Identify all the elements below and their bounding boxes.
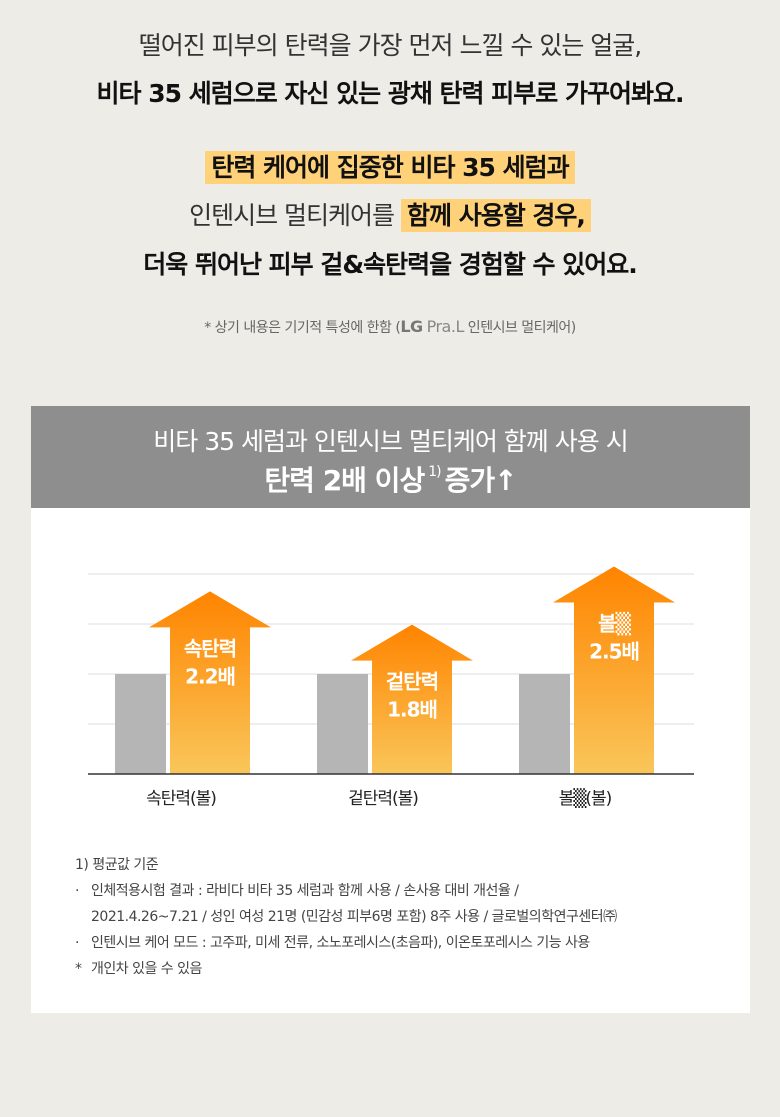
data-label-name: 속탄력 [184,636,236,660]
baseline-bar [519,674,570,774]
footnote-4-text: 개인차 있을 수 있음 [91,961,202,977]
footnote-marker: 1) [428,464,441,480]
highlight-text: 탄력 케어에 집중한 비타 35 세럼과 [205,151,575,184]
bullet: · [75,935,79,951]
footnotes: 1) 평균값 기준 · 인체적용시험 결과 : 라비다 비타 35 세럼과 함께 … [75,852,617,982]
data-label-value: 2.5배 [589,640,639,664]
x-tick-label: 볼▒(볼) [559,788,612,809]
bullet: · [75,883,79,899]
disclaimer-note: * 상기 내용은 기기적 특성에 한함 (LG Pra.L 인텐시브 멀티케어) [0,317,780,337]
star: * [75,961,82,977]
data-label-value: 2.2배 [185,664,235,688]
lg-logo: LG [400,317,423,336]
footnote-4: * 개인차 있을 수 있음 [75,956,617,982]
data-label-name: 볼▒ [598,612,631,636]
intro-line-4: 인텐시브 멀티케어를 함께 사용할 경우, [0,196,780,232]
baseline-bar [115,674,166,774]
intro-line-1: 떨어진 피부의 탄력을 가장 먼저 느낄 수 있는 얼굴, [138,31,643,60]
card-subtitle: 탄력 2배 이상 1) 증가↑ [31,459,750,499]
result-card: 비타 35 세럼과 인텐시브 멀티케어 함께 사용 시 탄력 2배 이상 1) 증가… [31,406,750,1013]
increase-arrow-bar [149,591,271,774]
data-label-value: 1.8배 [387,698,437,722]
note-suffix: 인텐시브 멀티케어) [463,320,576,336]
intro-line-4-plain: 인텐시브 멀티케어를 [189,201,395,230]
card-title: 비타 35 세럼과 인텐시브 멀티케어 함께 사용 시 [153,427,628,456]
intro-line-5: 더욱 뛰어난 피부 겉&속탄력을 경험할 수 있어요. [143,250,638,279]
intro-line-2: 비타 35 세럼으로 자신 있는 광채 탄력 피부로 가꾸어봐요. [96,79,685,108]
baseline-bar [317,674,368,774]
note-prefix: * 상기 내용은 기기적 특성에 한함 ( [204,320,401,336]
pral-logo: Pra.L [426,317,465,336]
card-header: 비타 35 세럼과 인텐시브 멀티케어 함께 사용 시 탄력 2배 이상 1) 증가… [31,406,750,508]
increase-arrow-bar [351,624,473,774]
card-subtitle-tail: 증가↑ [444,464,518,497]
data-label-name: 겉탄력 [386,670,438,694]
card-subtitle-main: 탄력 2배 이상 [264,464,425,497]
intro-line-3: 탄력 케어에 집중한 비타 35 세럼과 [0,148,780,184]
x-tick-label: 겉탄력(볼) [348,789,418,809]
footnote-3: · 인텐시브 케어 모드 : 고주파, 미세 전류, 소노포레시스(초음파), 이… [75,930,617,956]
increase-arrow-bar [553,566,675,774]
highlight-text: 함께 사용할 경우, [401,199,591,232]
footnote-2b: 2021.4.26~7.21 / 성인 여성 21명 (민감성 피부6명 포함)… [91,909,617,925]
footnote-3-text: 인텐시브 케어 모드 : 고주파, 미세 전류, 소노포레시스(초음파), 이온… [91,935,590,951]
footnote-1: 1) 평균값 기준 [75,857,159,873]
x-tick-label: 속탄력(볼) [146,789,216,809]
footnote-2: · 인체적용시험 결과 : 라비다 비타 35 세럼과 함께 사용 / 손사용 대… [75,878,617,904]
footnote-2-text: 인체적용시험 결과 : 라비다 비타 35 세럼과 함께 사용 / 손사용 대비… [91,883,519,899]
